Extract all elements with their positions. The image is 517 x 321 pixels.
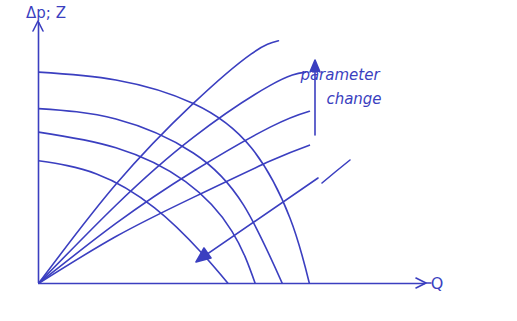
svg-text:Q: Q xyxy=(431,274,444,293)
svg-text:Δp; Z: Δp; Z xyxy=(26,4,66,22)
svg-text:parameterchange: parameterchange xyxy=(299,66,381,108)
